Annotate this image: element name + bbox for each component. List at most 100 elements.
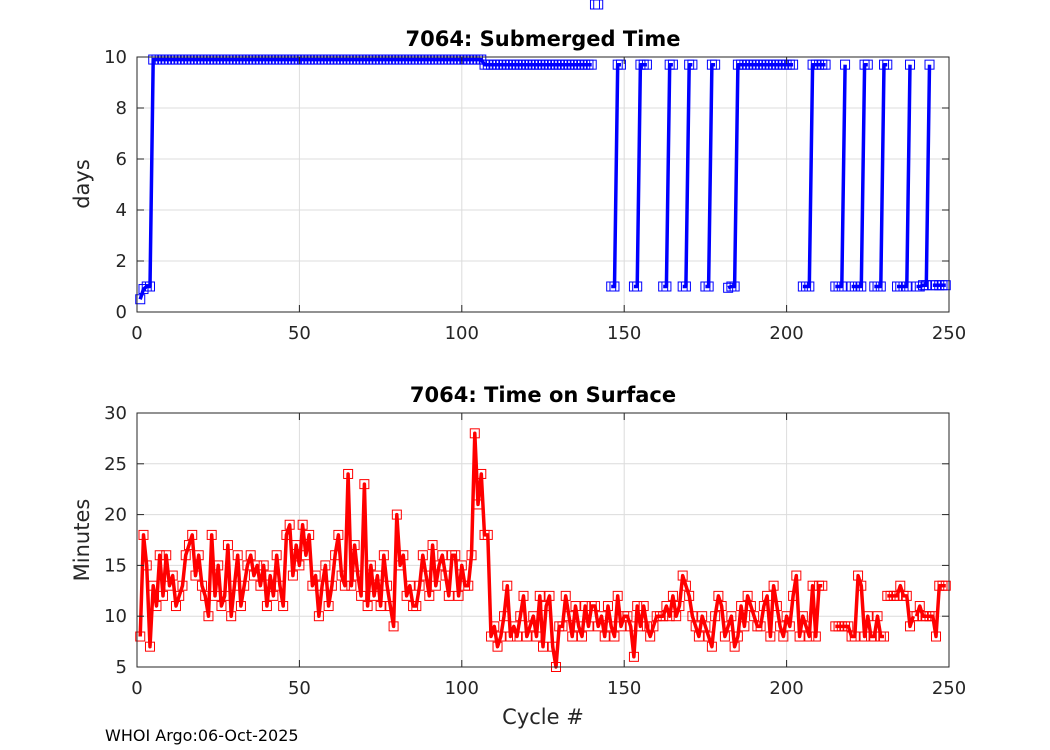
x-tick-label: 100 xyxy=(445,323,479,344)
data-point xyxy=(369,590,380,601)
data-point xyxy=(187,529,198,540)
data-point xyxy=(313,611,324,622)
data-point xyxy=(788,590,799,601)
data-point xyxy=(628,651,639,662)
data-point xyxy=(615,621,626,632)
data-point xyxy=(609,281,620,292)
data-point xyxy=(343,468,354,479)
data-point xyxy=(148,580,159,591)
data-point xyxy=(206,529,217,540)
data-point xyxy=(180,550,191,561)
data-point xyxy=(135,294,146,305)
data-point xyxy=(534,590,545,601)
data-point xyxy=(745,601,756,612)
x-tick-label: 200 xyxy=(769,323,803,344)
data-point xyxy=(528,611,539,622)
x-tick-label: 0 xyxy=(131,323,142,344)
data-point xyxy=(570,601,581,612)
data-point xyxy=(671,611,682,622)
y-tick-label: 2 xyxy=(116,251,127,272)
data-point xyxy=(499,611,510,622)
data-point xyxy=(599,631,610,642)
chart-title-submerged: 7064: Submerged Time xyxy=(405,27,680,51)
data-point xyxy=(378,550,389,561)
data-point xyxy=(905,621,916,632)
data-point xyxy=(804,631,815,642)
data-point xyxy=(229,580,240,591)
data-point xyxy=(742,590,753,601)
data-point xyxy=(693,631,704,642)
x-tick-label: 150 xyxy=(607,678,641,699)
data-point xyxy=(518,590,529,601)
data-point xyxy=(557,621,568,632)
data-point xyxy=(196,580,207,591)
data-point xyxy=(138,284,149,295)
data-point xyxy=(200,590,211,601)
data-point xyxy=(914,601,925,612)
y-tick-label: 4 xyxy=(116,200,127,221)
data-point xyxy=(781,611,792,622)
data-point xyxy=(810,631,821,642)
series-line xyxy=(138,431,823,669)
data-point xyxy=(450,550,461,561)
data-point xyxy=(219,590,230,601)
data-point xyxy=(580,601,591,612)
data-point xyxy=(853,570,864,581)
data-point xyxy=(525,621,536,632)
data-point xyxy=(895,580,906,591)
x-tick-label: 200 xyxy=(769,678,803,699)
data-point xyxy=(638,601,649,612)
data-point xyxy=(567,631,578,642)
data-point xyxy=(703,281,714,292)
data-point xyxy=(583,621,594,632)
data-point xyxy=(258,560,269,571)
data-point xyxy=(278,601,289,612)
panel-surface: 0 50 100 150 200 250 5 10 15 20 25 30 7064: Time on… xyxy=(70,383,966,729)
data-point xyxy=(632,601,643,612)
data-point xyxy=(632,281,643,292)
data-point xyxy=(716,601,727,612)
data-point xyxy=(547,641,558,652)
data-point xyxy=(726,611,737,622)
x-axis-label-surface: Cycle # xyxy=(502,705,584,729)
data-point xyxy=(710,59,721,70)
data-point xyxy=(719,631,730,642)
data-point xyxy=(778,631,789,642)
data-point xyxy=(538,641,548,652)
data-point xyxy=(609,631,620,642)
data-point xyxy=(586,59,597,70)
data-point xyxy=(284,519,295,530)
data-point xyxy=(859,631,870,642)
data-point xyxy=(294,560,305,571)
data-point xyxy=(404,580,415,591)
data-point xyxy=(349,540,360,551)
data-point xyxy=(563,611,574,622)
data-point xyxy=(723,621,734,632)
data-point xyxy=(222,540,233,551)
data-point xyxy=(771,601,782,612)
y-tick-label: 15 xyxy=(104,555,127,576)
y-axis-label-surface: Minutes xyxy=(70,499,94,582)
x-tick-label: 50 xyxy=(288,678,311,699)
data-point xyxy=(375,601,386,612)
data-point xyxy=(395,560,406,571)
data-point xyxy=(882,59,893,70)
data-point xyxy=(615,59,626,70)
data-point xyxy=(333,529,344,540)
data-point xyxy=(924,59,935,70)
data-point xyxy=(788,59,799,70)
data-point xyxy=(921,280,932,291)
data-point xyxy=(307,580,318,591)
x-tick-label: 150 xyxy=(607,323,641,344)
data-point xyxy=(521,631,532,642)
data-point xyxy=(931,631,942,642)
data-point xyxy=(388,621,399,632)
data-point xyxy=(440,570,451,581)
data-point xyxy=(495,631,506,642)
data-point xyxy=(914,281,925,292)
data-point xyxy=(456,560,467,571)
data-point xyxy=(170,601,181,612)
data-point xyxy=(801,621,812,632)
chart-title-surface: 7064: Time on Surface xyxy=(410,383,676,407)
data-point xyxy=(391,509,402,520)
